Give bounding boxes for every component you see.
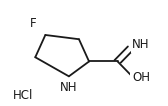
- Text: HCl: HCl: [13, 89, 34, 102]
- Text: OH: OH: [132, 71, 150, 84]
- Text: NH: NH: [60, 82, 78, 94]
- Text: F: F: [30, 17, 37, 30]
- Text: NH: NH: [132, 38, 150, 51]
